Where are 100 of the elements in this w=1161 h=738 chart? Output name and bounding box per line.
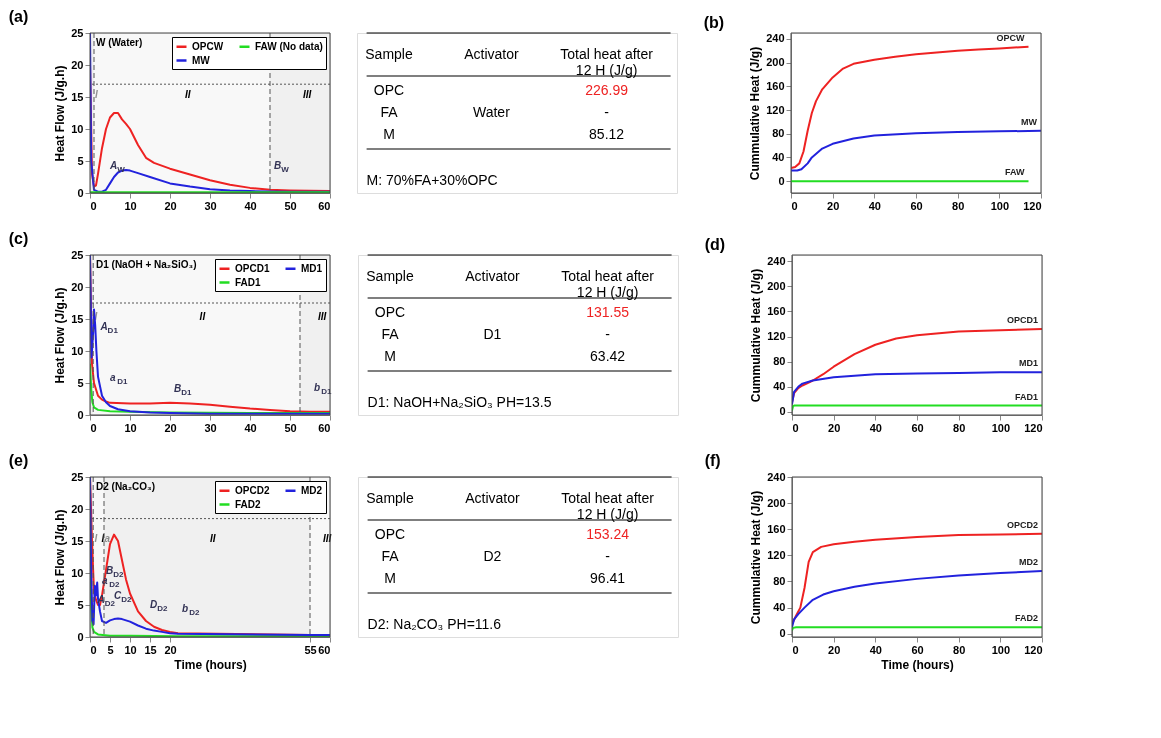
x-tick-label: 20 xyxy=(164,643,177,656)
legend-label: OPCD1 xyxy=(235,262,270,274)
text: D1 xyxy=(483,326,502,342)
x-tick-label: 15 xyxy=(144,643,157,656)
legend-label: OPCD2 xyxy=(235,484,270,496)
y-tick-label: 20 xyxy=(71,280,84,293)
legend-label: OPCW xyxy=(192,40,224,52)
y-tick-label: 25 xyxy=(71,248,84,261)
x-tick-label: 100 xyxy=(991,421,1011,434)
annotation: D1 (NaOH + Na₂SiO₃) xyxy=(96,259,197,270)
x-tick-label: 0 xyxy=(792,643,799,656)
y-tick-label: 240 xyxy=(767,470,786,483)
y-tick-label: 200 xyxy=(767,496,786,509)
x-tick-label: 0 xyxy=(791,199,798,212)
y-tick-label: 40 xyxy=(773,380,786,393)
category-label: Activator xyxy=(465,490,520,506)
legend-label: MD2 xyxy=(301,484,323,496)
x-tick-label: 40 xyxy=(244,199,257,212)
series-label: MD1 xyxy=(1018,358,1038,369)
x-tick-label: 120 xyxy=(1024,421,1043,434)
text: M xyxy=(383,126,395,142)
y-tick-label: 0 xyxy=(779,405,786,418)
chart-title: (c) xyxy=(8,230,29,247)
chart-title: (b) xyxy=(703,13,725,31)
band-label: I xyxy=(94,311,98,323)
category-label: Total heat after 12 H (J/g) xyxy=(561,268,655,300)
x-axis-title: Time (hours) xyxy=(174,657,247,672)
x-tick-label: 40 xyxy=(869,421,882,434)
x-tick-label: 60 xyxy=(911,421,924,434)
text: OPC xyxy=(374,526,406,542)
text: Water xyxy=(472,104,510,120)
text: 96.41 xyxy=(590,570,626,586)
text: 131.55 xyxy=(586,304,630,320)
x-tick-label: 30 xyxy=(204,421,217,434)
y-tick-label: 80 xyxy=(773,355,786,368)
y-tick-label: 10 xyxy=(71,122,84,135)
category-label: Activator xyxy=(465,268,520,284)
band-label: I xyxy=(95,89,98,101)
x-tick-label: 40 xyxy=(869,643,882,656)
y-tick-label: 200 xyxy=(767,279,786,292)
text: M xyxy=(384,348,396,364)
x-tick-label: 60 xyxy=(318,421,331,434)
text: OPC xyxy=(373,82,405,98)
x-tick-label: 40 xyxy=(868,199,881,212)
y-tick-label: 15 xyxy=(71,90,84,103)
series-label: FAD2 xyxy=(1014,613,1038,624)
x-tick-label: 80 xyxy=(952,199,965,212)
text: FA xyxy=(381,326,399,342)
y-tick-label: 0 xyxy=(77,630,84,643)
x-tick-label: 10 xyxy=(124,643,137,656)
x-tick-label: 30 xyxy=(204,199,217,212)
y-tick-label: 10 xyxy=(71,566,84,579)
x-tick-label: 60 xyxy=(911,643,924,656)
y-tick-label: 5 xyxy=(77,598,84,611)
y-tick-label: 10 xyxy=(71,344,84,357)
legend-label: MW xyxy=(192,54,211,66)
x-axis-title: Time (hours) xyxy=(881,657,954,672)
y-tick-label: 40 xyxy=(773,601,786,614)
y-tick-label: 20 xyxy=(71,58,84,71)
x-tick-label: 120 xyxy=(1023,199,1042,212)
y-tick-label: 120 xyxy=(766,103,785,116)
series-label: MD2 xyxy=(1018,557,1038,568)
text: FA xyxy=(381,548,399,564)
category-label: Activator xyxy=(464,46,519,62)
text: - xyxy=(604,104,609,120)
y-tick-label: 200 xyxy=(766,56,785,69)
y-tick-label: 15 xyxy=(71,312,84,325)
x-tick-label: 0 xyxy=(792,421,799,434)
y-tick-label: 40 xyxy=(772,150,785,163)
y-tick-label: 15 xyxy=(71,534,84,547)
y-tick-label: 120 xyxy=(767,330,786,343)
text: D2 xyxy=(483,548,502,564)
x-tick-label: 40 xyxy=(244,421,257,434)
y-axis-title: Heat Flow (J/g.h) xyxy=(53,509,68,606)
y-tick-label: 25 xyxy=(71,470,84,483)
text: M xyxy=(384,570,396,586)
y-axis-title: Cummulative Heat (J/g) xyxy=(749,268,764,403)
x-tick-label: 20 xyxy=(828,643,841,656)
band-label: III xyxy=(318,311,327,323)
y-tick-label: 80 xyxy=(773,574,786,587)
x-tick-label: 100 xyxy=(990,199,1010,212)
y-tick-label: 160 xyxy=(767,522,786,535)
x-tick-label: 50 xyxy=(284,421,297,434)
text: - xyxy=(605,326,610,342)
annotation: D2 (Na₂CO₃) xyxy=(96,481,156,492)
category-label: Sample xyxy=(366,490,414,506)
x-tick-label: 80 xyxy=(953,421,966,434)
y-tick-label: 240 xyxy=(767,254,786,267)
y-axis-title: Heat Flow (J/g.h) xyxy=(53,287,68,384)
y-tick-label: 20 xyxy=(71,502,84,515)
x-tick-label: 100 xyxy=(991,643,1011,656)
x-tick-label: 0 xyxy=(90,199,97,212)
text: OPC xyxy=(374,304,406,320)
y-tick-label: 25 xyxy=(71,26,84,39)
y-tick-label: 120 xyxy=(767,548,786,561)
y-tick-label: 0 xyxy=(779,627,786,640)
x-tick-label: 0 xyxy=(90,643,97,656)
series-label: MW xyxy=(1021,116,1038,127)
category-label: Total heat after 12 H (J/g) xyxy=(560,46,654,78)
series-label: OPCW xyxy=(996,32,1025,43)
